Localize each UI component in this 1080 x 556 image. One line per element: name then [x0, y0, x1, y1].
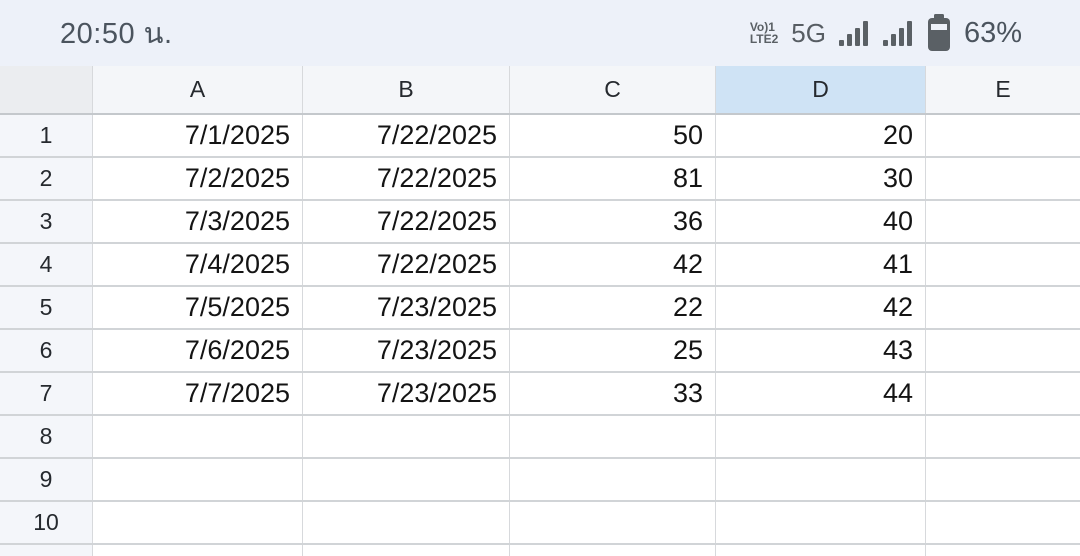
sheet-row-4: 4 7/4/2025 7/22/2025 42 41 [0, 244, 1080, 287]
cell-C1[interactable]: 50 [510, 115, 716, 156]
cell-D1[interactable]: 20 [716, 115, 926, 156]
cell-C4[interactable]: 42 [510, 244, 716, 285]
row-header-4[interactable]: 4 [0, 244, 93, 285]
cell-E5[interactable] [926, 287, 1080, 328]
battery-percent-label: 63% [963, 16, 1022, 49]
signal-icon-sim1 [838, 21, 868, 46]
row-header-11[interactable] [0, 545, 93, 556]
battery-icon [927, 14, 950, 51]
cell-A6[interactable]: 7/6/2025 [93, 330, 303, 371]
row-header-2[interactable]: 2 [0, 158, 93, 199]
cell-C2[interactable]: 81 [510, 158, 716, 199]
cell-A8[interactable] [93, 416, 303, 457]
sheet-row-10: 10 [0, 502, 1080, 545]
sheet-row-7: 7 7/7/2025 7/23/2025 33 44 [0, 373, 1080, 416]
cell-E1[interactable] [926, 115, 1080, 156]
row-header-8[interactable]: 8 [0, 416, 93, 457]
column-header-A[interactable]: A [93, 66, 303, 113]
cell-A9[interactable] [93, 459, 303, 500]
cell-D5[interactable]: 42 [716, 287, 926, 328]
cell-B1[interactable]: 7/22/2025 [303, 115, 510, 156]
cell-E11[interactable] [926, 545, 1080, 556]
cell-E4[interactable] [926, 244, 1080, 285]
cell-A10[interactable] [93, 502, 303, 543]
sheet-row-9: 9 [0, 459, 1080, 502]
volte-icon: Vo)1 LTE2 [750, 21, 778, 45]
cell-C3[interactable]: 36 [510, 201, 716, 242]
cell-A2[interactable]: 7/2/2025 [93, 158, 303, 199]
cell-D3[interactable]: 40 [716, 201, 926, 242]
cell-D8[interactable] [716, 416, 926, 457]
cell-B6[interactable]: 7/23/2025 [303, 330, 510, 371]
partial-row-11 [0, 545, 1080, 556]
cell-D4[interactable]: 41 [716, 244, 926, 285]
sheet-row-3: 3 7/3/2025 7/22/2025 36 40 [0, 201, 1080, 244]
cell-B3[interactable]: 7/22/2025 [303, 201, 510, 242]
cell-B2[interactable]: 7/22/2025 [303, 158, 510, 199]
sheet-row-2: 2 7/2/2025 7/22/2025 81 30 [0, 158, 1080, 201]
cell-E6[interactable] [926, 330, 1080, 371]
cell-D7[interactable]: 44 [716, 373, 926, 414]
cell-C10[interactable] [510, 502, 716, 543]
cell-B9[interactable] [303, 459, 510, 500]
cell-B5[interactable]: 7/23/2025 [303, 287, 510, 328]
cell-E10[interactable] [926, 502, 1080, 543]
cell-B7[interactable]: 7/23/2025 [303, 373, 510, 414]
cell-C7[interactable]: 33 [510, 373, 716, 414]
signal-icon-sim2 [882, 21, 912, 46]
row-header-9[interactable]: 9 [0, 459, 93, 500]
cell-B11[interactable] [303, 545, 510, 556]
row-header-6[interactable]: 6 [0, 330, 93, 371]
column-header-C[interactable]: C [510, 66, 716, 113]
cell-E7[interactable] [926, 373, 1080, 414]
clock-label: 20:50 น. [60, 18, 173, 50]
cell-A7[interactable]: 7/7/2025 [93, 373, 303, 414]
status-bar: 20:50 น. Vo)1 LTE2 5G 63% [0, 0, 1080, 66]
row-header-10[interactable]: 10 [0, 502, 93, 543]
cell-D10[interactable] [716, 502, 926, 543]
cell-A1[interactable]: 7/1/2025 [93, 115, 303, 156]
cell-B8[interactable] [303, 416, 510, 457]
sheet-row-1: 1 7/1/2025 7/22/2025 50 20 [0, 115, 1080, 158]
cell-C6[interactable]: 25 [510, 330, 716, 371]
column-header-B[interactable]: B [303, 66, 510, 113]
cell-A11[interactable] [93, 545, 303, 556]
cell-E3[interactable] [926, 201, 1080, 242]
column-header-D[interactable]: D [716, 66, 926, 113]
cell-E2[interactable] [926, 158, 1080, 199]
cell-D9[interactable] [716, 459, 926, 500]
cell-B10[interactable] [303, 502, 510, 543]
row-header-7[interactable]: 7 [0, 373, 93, 414]
cell-A5[interactable]: 7/5/2025 [93, 287, 303, 328]
cell-C5[interactable]: 22 [510, 287, 716, 328]
volte-line2: LTE2 [749, 32, 779, 46]
cell-A4[interactable]: 7/4/2025 [93, 244, 303, 285]
cell-E9[interactable] [926, 459, 1080, 500]
row-header-1[interactable]: 1 [0, 115, 93, 156]
row-header-5[interactable]: 5 [0, 287, 93, 328]
select-all-corner-cell[interactable] [0, 66, 93, 113]
volte-line1: Vo)1 [749, 20, 775, 34]
column-header-E[interactable]: E [926, 66, 1080, 113]
cell-E8[interactable] [926, 416, 1080, 457]
cell-B4[interactable]: 7/22/2025 [303, 244, 510, 285]
cell-C11[interactable] [510, 545, 716, 556]
sheet-row-6: 6 7/6/2025 7/23/2025 25 43 [0, 330, 1080, 373]
sheet-row-5: 5 7/5/2025 7/23/2025 22 42 [0, 287, 1080, 330]
network-type-label: 5G [791, 17, 826, 48]
cell-C8[interactable] [510, 416, 716, 457]
cell-D6[interactable]: 43 [716, 330, 926, 371]
sheet-row-8: 8 [0, 416, 1080, 459]
status-indicators: Vo)1 LTE2 5G 63% [750, 14, 1022, 52]
cell-D2[interactable]: 30 [716, 158, 926, 199]
row-header-3[interactable]: 3 [0, 201, 93, 242]
cell-D11[interactable] [716, 545, 926, 556]
cell-C9[interactable] [510, 459, 716, 500]
cell-A3[interactable]: 7/3/2025 [93, 201, 303, 242]
